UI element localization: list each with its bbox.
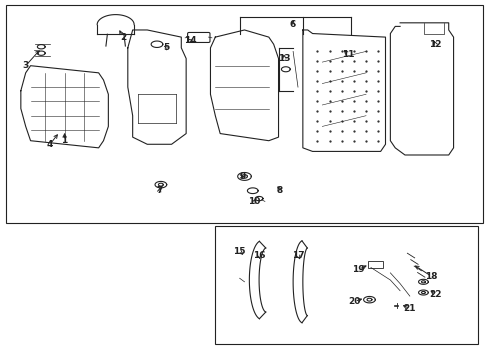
Text: 4: 4 (47, 140, 53, 149)
Text: 9: 9 (239, 172, 246, 181)
Text: 7: 7 (156, 186, 163, 195)
Text: 19: 19 (352, 265, 365, 274)
Text: 3: 3 (22, 61, 29, 70)
Text: 18: 18 (425, 272, 437, 281)
Bar (368, 261, 382, 267)
Text: 22: 22 (428, 290, 441, 299)
Text: 12: 12 (428, 40, 441, 49)
Text: 11: 11 (342, 50, 354, 59)
Text: 20: 20 (347, 297, 360, 306)
Bar (6, 5, 482, 223)
Text: 1: 1 (61, 136, 67, 145)
Text: 6: 6 (289, 20, 296, 29)
Bar (215, 226, 477, 344)
Text: 15: 15 (233, 247, 245, 256)
Text: 16: 16 (252, 251, 265, 260)
Text: 2: 2 (120, 33, 126, 42)
Text: 14: 14 (183, 36, 196, 45)
Text: 8: 8 (276, 186, 283, 195)
Text: 21: 21 (403, 304, 415, 313)
Text: 17: 17 (291, 251, 304, 260)
Text: 13: 13 (278, 54, 290, 63)
Text: 10: 10 (247, 197, 260, 206)
Text: 5: 5 (163, 43, 169, 52)
